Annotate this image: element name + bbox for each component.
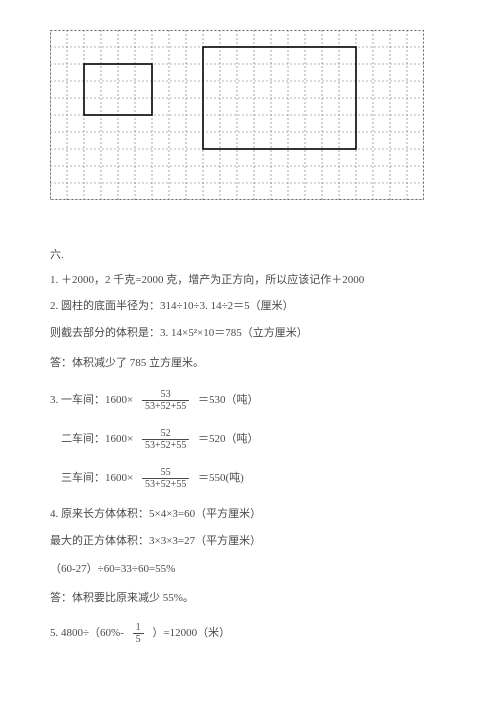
- eq5-den: 5: [133, 634, 144, 645]
- eq3-num: 53: [142, 389, 189, 401]
- problem-3-workshop-3: 3. 三车间：1600× 55 53+52+55 ＝550(吨): [50, 467, 450, 490]
- problem-3-workshop-1: 3. 一车间：1600× 53 53+52+55 ＝530（吨）: [50, 389, 450, 412]
- problem-3-workshop-2: 3. 二车间：1600× 52 53+52+55 ＝520（吨）: [50, 428, 450, 451]
- eq3-den: 53+52+55: [142, 401, 189, 412]
- eq5-fraction: 1 5: [133, 622, 144, 645]
- section-heading: 六.: [50, 247, 450, 265]
- problem-4-line-1: 4. 原来长方体体积：5×4×3=60（平方厘米）: [50, 506, 450, 524]
- problem-5: 5. 4800÷（60%- 1 5 ）=12000（米）: [50, 622, 450, 645]
- eq3b-den: 53+52+55: [142, 440, 189, 451]
- eq5-prefix: 5. 4800÷（60%-: [50, 627, 124, 639]
- problem-4-line-2: 最大的正方体体积：3×3×3=27（平方厘米）: [50, 533, 450, 551]
- grid-figure: [50, 30, 450, 207]
- eq3c-den: 53+52+55: [142, 479, 189, 490]
- eq3-fraction: 53 53+52+55: [142, 389, 189, 412]
- eq3c-prefix: 三车间：1600×: [61, 472, 133, 484]
- problem-2-line-2: 则截去部分的体积是：3. 14×5²×10＝785（立方厘米）: [50, 325, 450, 343]
- eq3c-suffix: ＝550(吨): [198, 472, 244, 484]
- problem-4-answer: 答：体积要比原来减少 55%。: [50, 590, 450, 608]
- eq3c-num: 55: [142, 467, 189, 479]
- problem-2-answer: 答：体积减少了 785 立方厘米。: [50, 355, 450, 373]
- problem-2-line-1: 2. 圆柱的底面半径为：314÷10÷3. 14÷2＝5（厘米）: [50, 298, 450, 316]
- eq5-num: 1: [133, 622, 144, 634]
- grid-svg: [50, 30, 424, 200]
- eq3b-num: 52: [142, 428, 189, 440]
- problem-4-line-3: （60-27）÷60=33÷60=55%: [50, 561, 450, 579]
- eq3b-fraction: 52 53+52+55: [142, 428, 189, 451]
- eq5-suffix: ）=12000（米）: [152, 627, 230, 639]
- eq3b-prefix: 二车间：1600×: [61, 433, 133, 445]
- eq3-prefix: 3. 一车间：1600×: [50, 394, 133, 406]
- eq3c-fraction: 55 53+52+55: [142, 467, 189, 490]
- eq3-suffix: ＝530（吨）: [198, 394, 259, 406]
- eq3b-suffix: ＝520（吨）: [198, 433, 259, 445]
- problem-1-line-1: 1. ＋2000，2 千克=2000 克，增产为正方向，所以应该记作＋2000: [50, 272, 450, 290]
